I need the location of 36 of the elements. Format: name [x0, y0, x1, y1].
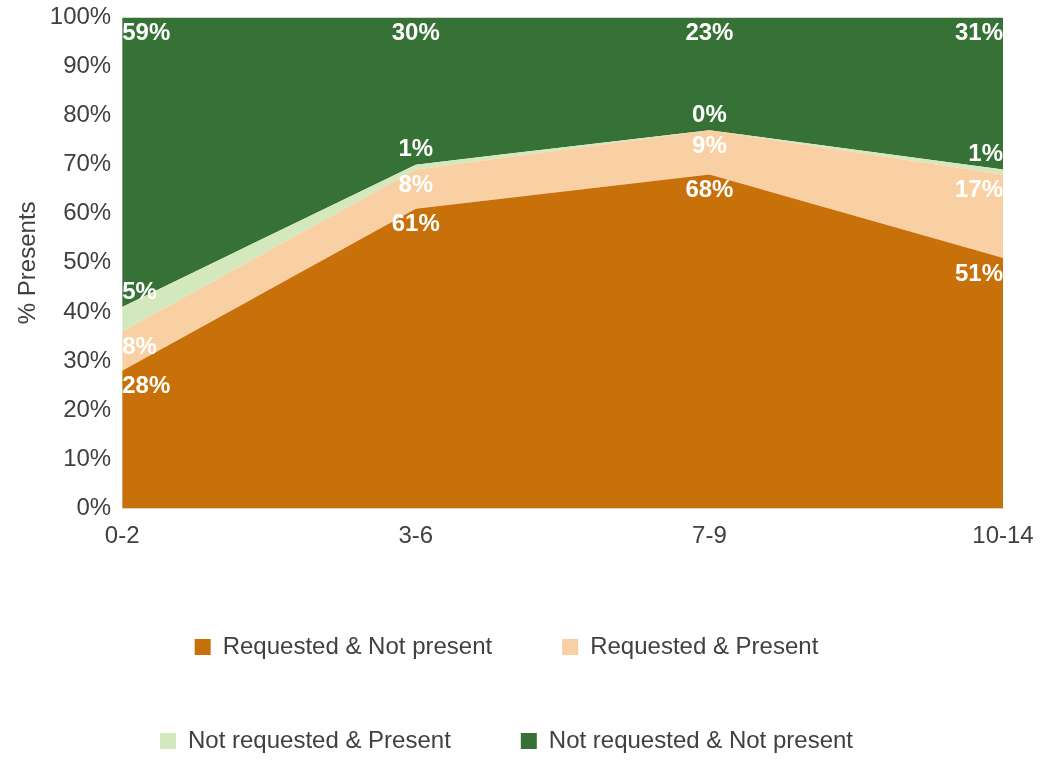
data-label: 5%: [122, 276, 157, 304]
x-tick-label: 3-6: [398, 521, 434, 549]
y-tick-label: 70%: [63, 149, 112, 177]
data-label: 17%: [954, 175, 1003, 203]
y-tick-label: 90%: [63, 51, 112, 79]
data-label: 59%: [122, 18, 171, 46]
data-label: 9%: [692, 130, 727, 158]
y-tick-label: 50%: [63, 247, 112, 275]
legend-label: Not requested & Not present: [548, 725, 854, 753]
y-tick-label: 20%: [63, 394, 112, 422]
legend-label: Requested & Not present: [222, 631, 493, 659]
y-tick-label: 0%: [76, 492, 112, 520]
y-tick-label: 30%: [63, 345, 112, 373]
data-label: 30%: [391, 18, 440, 46]
data-label: 68%: [685, 175, 734, 203]
data-label: 28%: [122, 371, 171, 399]
y-tick-label: 60%: [63, 198, 112, 226]
data-label: 51%: [954, 258, 1003, 286]
y-tick-label: 40%: [63, 296, 112, 324]
x-tick-label: 0-2: [104, 521, 140, 549]
data-label: 8%: [398, 170, 434, 198]
x-tick-label: 7-9: [692, 521, 727, 549]
data-label: 1%: [968, 139, 1003, 167]
legend-label: Requested & Present: [590, 631, 819, 659]
x-tick-label: 10-14: [972, 521, 1034, 549]
data-label: 61%: [391, 209, 440, 237]
data-label: 23%: [685, 18, 734, 46]
y-tick-label: 100%: [49, 2, 112, 30]
data-label: 31%: [954, 18, 1003, 46]
y-tick-label: 10%: [63, 443, 112, 471]
y-axis-title: % Presents: [13, 201, 41, 325]
y-tick-label: 80%: [63, 100, 112, 128]
data-label: 0%: [692, 99, 727, 127]
data-label: 8%: [122, 332, 157, 360]
legend-label: Not requested & Present: [188, 725, 452, 753]
data-label: 1%: [398, 134, 434, 162]
